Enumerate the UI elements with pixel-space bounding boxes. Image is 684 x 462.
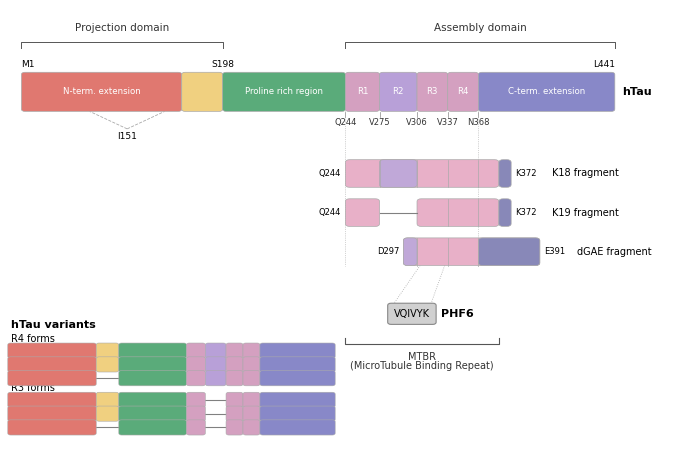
FancyBboxPatch shape [243,392,260,407]
FancyBboxPatch shape [260,371,335,386]
Text: PHF6: PHF6 [441,309,473,319]
Text: dGAE fragment: dGAE fragment [577,247,652,257]
FancyBboxPatch shape [119,406,187,421]
Text: C-term. extension: C-term. extension [508,87,586,97]
FancyBboxPatch shape [417,199,499,226]
Text: R4 forms: R4 forms [11,334,55,344]
Text: R1: R1 [357,87,368,97]
Text: Q244: Q244 [334,118,356,128]
Text: Proline rich region: Proline rich region [245,87,323,97]
FancyBboxPatch shape [8,357,96,372]
Text: K19 fragment: K19 fragment [552,207,619,218]
Text: Q244: Q244 [319,169,341,178]
Text: K372: K372 [515,169,537,178]
FancyBboxPatch shape [243,371,260,386]
FancyBboxPatch shape [8,343,96,358]
Text: VQIVYK: VQIVYK [394,309,430,319]
FancyBboxPatch shape [226,392,243,407]
FancyBboxPatch shape [187,343,205,358]
FancyBboxPatch shape [96,392,119,407]
FancyBboxPatch shape [417,72,448,111]
Text: K372: K372 [515,208,537,217]
FancyBboxPatch shape [404,238,417,266]
Text: E391: E391 [544,247,565,256]
FancyBboxPatch shape [260,357,335,372]
FancyBboxPatch shape [226,357,243,372]
FancyBboxPatch shape [226,343,243,358]
Text: K18 fragment: K18 fragment [552,169,619,178]
FancyBboxPatch shape [119,392,187,407]
FancyBboxPatch shape [499,160,511,187]
FancyBboxPatch shape [8,392,96,407]
FancyBboxPatch shape [380,72,417,111]
FancyBboxPatch shape [345,72,380,111]
FancyBboxPatch shape [187,406,205,421]
Text: MTBR: MTBR [408,352,436,362]
FancyBboxPatch shape [226,420,243,435]
FancyBboxPatch shape [119,420,187,435]
FancyBboxPatch shape [243,343,260,358]
FancyBboxPatch shape [205,371,226,386]
FancyBboxPatch shape [226,371,243,386]
FancyBboxPatch shape [8,420,96,435]
Text: N-term. extension: N-term. extension [63,87,140,97]
FancyBboxPatch shape [187,371,205,386]
FancyBboxPatch shape [243,406,260,421]
FancyBboxPatch shape [96,357,119,372]
Text: V306: V306 [406,118,428,128]
Text: N368: N368 [467,118,490,128]
FancyBboxPatch shape [448,72,478,111]
FancyBboxPatch shape [260,343,335,358]
Text: L441: L441 [593,60,615,68]
FancyBboxPatch shape [205,343,226,358]
FancyBboxPatch shape [345,199,380,226]
FancyBboxPatch shape [119,357,187,372]
FancyBboxPatch shape [260,406,335,421]
FancyBboxPatch shape [243,357,260,372]
FancyBboxPatch shape [96,406,119,421]
FancyBboxPatch shape [119,371,187,386]
Text: S198: S198 [211,60,234,68]
Text: R2: R2 [393,87,404,97]
FancyBboxPatch shape [119,343,187,358]
Text: I151: I151 [117,132,137,141]
FancyBboxPatch shape [260,420,335,435]
Text: M1: M1 [21,60,35,68]
FancyBboxPatch shape [345,160,499,187]
FancyBboxPatch shape [478,238,540,266]
Text: V275: V275 [369,118,391,128]
Text: hTau: hTau [622,87,651,97]
FancyBboxPatch shape [226,406,243,421]
FancyBboxPatch shape [187,392,205,407]
Text: hTau variants: hTau variants [11,320,96,330]
Text: Assembly domain: Assembly domain [434,23,527,33]
Text: Q244: Q244 [319,208,341,217]
Text: V337: V337 [437,118,459,128]
Text: R4: R4 [458,87,469,97]
FancyBboxPatch shape [478,72,615,111]
FancyBboxPatch shape [205,357,226,372]
Text: D297: D297 [377,247,399,256]
FancyBboxPatch shape [187,420,205,435]
FancyBboxPatch shape [182,72,222,111]
FancyBboxPatch shape [260,392,335,407]
FancyBboxPatch shape [243,420,260,435]
FancyBboxPatch shape [8,406,96,421]
Text: Projection domain: Projection domain [75,23,169,33]
FancyBboxPatch shape [404,238,540,266]
FancyBboxPatch shape [187,357,205,372]
FancyBboxPatch shape [21,72,182,111]
FancyBboxPatch shape [499,199,511,226]
FancyBboxPatch shape [8,371,96,386]
Text: (MicroTubule Binding Repeat): (MicroTubule Binding Repeat) [350,361,494,371]
FancyBboxPatch shape [388,303,436,324]
FancyBboxPatch shape [380,160,417,187]
FancyBboxPatch shape [96,343,119,358]
Text: R3: R3 [427,87,438,97]
Text: R3 forms: R3 forms [11,383,55,393]
FancyBboxPatch shape [222,72,345,111]
